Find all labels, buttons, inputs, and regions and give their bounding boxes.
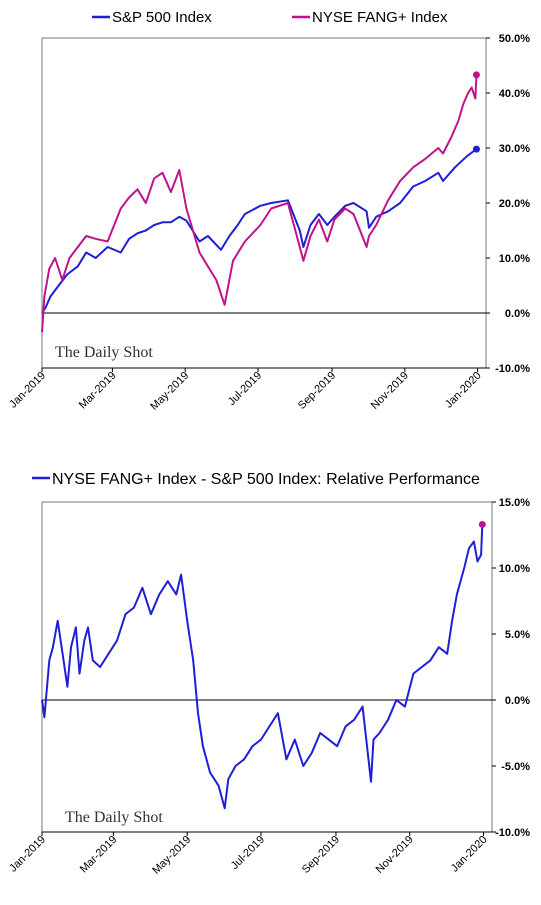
y-tick-label: 10.0% bbox=[499, 253, 530, 265]
watermark-logo-top: The Daily Shot bbox=[55, 344, 153, 361]
watermark-logo-bottom: The Daily Shot bbox=[65, 809, 163, 826]
series-line-0 bbox=[41, 524, 484, 810]
legend-fang-label: NYSE FANG+ Index bbox=[312, 9, 448, 26]
series-end-marker-1 bbox=[472, 71, 480, 79]
x-tick-label: Jul-2019 bbox=[229, 834, 267, 872]
legend-sp500-label: S&P 500 Index bbox=[112, 9, 212, 26]
series-end-marker-0 bbox=[472, 145, 480, 153]
series-end-marker-0 bbox=[478, 520, 486, 528]
y-tick-label: -10.0% bbox=[495, 363, 530, 375]
y-tick-label: -10.0% bbox=[495, 827, 530, 839]
series-line-1 bbox=[41, 74, 478, 333]
y-tick-label: 10.0% bbox=[499, 563, 530, 575]
x-tick-label: Jul-2019 bbox=[226, 370, 264, 408]
series-line-0 bbox=[41, 148, 478, 314]
x-tick-label: Nov-2019 bbox=[369, 370, 411, 412]
y-tick-label: 0.0% bbox=[505, 308, 530, 320]
y-tick-label: 15.0% bbox=[499, 497, 530, 509]
x-tick-label: Jan-2020 bbox=[443, 370, 484, 411]
x-tick-label: Jan-2019 bbox=[7, 834, 48, 875]
y-tick-label: 50.0% bbox=[499, 33, 530, 45]
y-tick-label: 30.0% bbox=[499, 143, 530, 155]
y-tick-label: 20.0% bbox=[499, 198, 530, 210]
y-tick-label: 0.0% bbox=[505, 695, 530, 707]
plot-area-bottom bbox=[41, 501, 493, 833]
chart-bottom: NYSE FANG+ Index - S&P 500 Index: Relati… bbox=[7, 471, 530, 877]
y-tick-label: 5.0% bbox=[505, 629, 530, 641]
legend-relative-label: NYSE FANG+ Index - S&P 500 Index: Relati… bbox=[52, 471, 480, 488]
x-tick-label: Jan-2020 bbox=[449, 834, 490, 875]
chart-top: S&P 500 Index NYSE FANG+ Index 50.0% 40.0… bbox=[7, 9, 530, 413]
x-tick-label: Nov-2019 bbox=[374, 834, 416, 876]
x-tick-label: May-2019 bbox=[148, 370, 191, 413]
x-tick-label: Sep-2019 bbox=[296, 370, 338, 412]
y-tick-label: 40.0% bbox=[499, 88, 530, 100]
plot-area-top bbox=[41, 37, 487, 369]
x-tick-label: May-2019 bbox=[150, 834, 193, 877]
x-tick-label: Jan-2019 bbox=[7, 370, 48, 411]
x-tick-label: Mar-2019 bbox=[77, 370, 119, 412]
y-tick-label: -5.0% bbox=[501, 761, 530, 773]
x-tick-label: Mar-2019 bbox=[78, 834, 120, 876]
x-tick-label: Sep-2019 bbox=[300, 834, 342, 876]
